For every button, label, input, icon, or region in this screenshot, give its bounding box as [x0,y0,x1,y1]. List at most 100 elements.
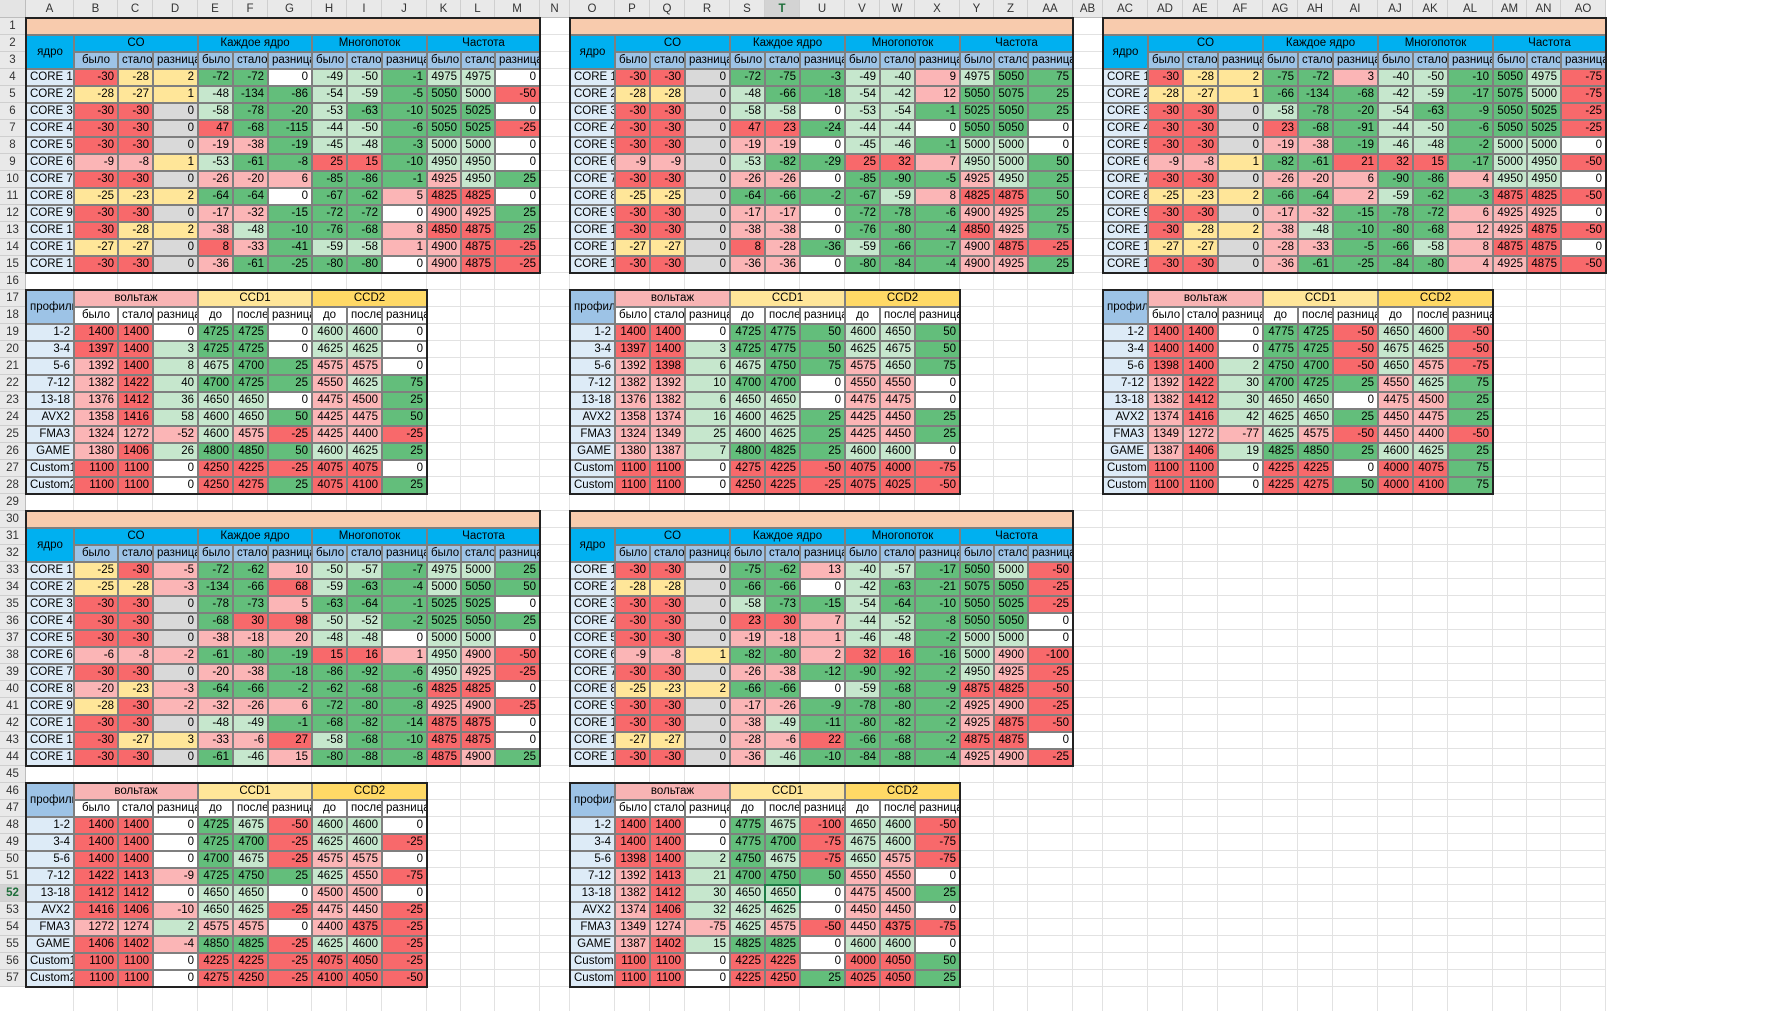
data-cell[interactable]: -25 [268,256,312,273]
subheader-became[interactable]: стало [765,52,800,69]
data-cell[interactable]: 5025 [461,596,495,613]
ccd1-header[interactable]: CCD1 [198,290,312,307]
data-cell[interactable]: -30 [1148,120,1183,137]
data-cell[interactable]: 0 [685,120,730,137]
row-header-35[interactable]: 35 [0,596,26,613]
row-header-43[interactable]: 43 [0,732,26,749]
data-cell[interactable]: 1397 [74,341,118,358]
data-cell[interactable]: 30 [1218,392,1263,409]
column-header-V[interactable]: V [845,0,880,18]
data-cell[interactable]: 25 [800,426,845,443]
data-cell[interactable]: 1387 [1148,443,1183,460]
data-cell[interactable]: 4225 [233,460,268,477]
data-cell[interactable]: 0 [1561,239,1606,256]
row-header-5[interactable]: 5 [0,86,26,103]
data-cell[interactable]: 0 [685,137,730,154]
row-header-1[interactable]: 1 [0,18,26,35]
data-cell[interactable]: -46 [1378,137,1413,154]
data-cell[interactable]: -30 [74,120,118,137]
data-cell[interactable]: 4575 [312,851,347,868]
data-cell[interactable]: 5025 [427,613,461,630]
row-header-9[interactable]: 9 [0,154,26,171]
data-cell[interactable]: 1400 [1183,341,1218,358]
data-cell[interactable]: 4000 [845,953,880,970]
data-cell[interactable]: -30 [74,171,118,188]
data-cell[interactable]: -25 [74,562,118,579]
data-cell[interactable]: 4625 [765,426,800,443]
subheader-became[interactable]: стало [347,545,382,562]
data-cell[interactable]: 4600 [347,936,382,953]
data-cell[interactable]: -19 [268,137,312,154]
row-header-6[interactable]: 6 [0,103,26,120]
data-cell[interactable]: 0 [915,375,960,392]
data-cell[interactable]: 5000 [461,630,495,647]
column-header-AD[interactable]: AD [1148,0,1183,18]
data-cell[interactable]: -30 [1148,69,1183,86]
data-cell[interactable]: 4625 [845,341,880,358]
data-cell[interactable]: 4625 [1413,375,1448,392]
core-label[interactable]: CORE 11 [1103,239,1148,256]
column-header-T[interactable]: T [765,0,800,18]
data-cell[interactable]: -72 [845,205,880,222]
subheader-became[interactable]: стало [765,545,800,562]
data-cell[interactable]: 4950 [427,647,461,664]
data-cell[interactable]: 3 [1333,69,1378,86]
data-cell[interactable]: -75 [1561,69,1606,86]
data-cell[interactable]: 4650 [880,324,915,341]
data-cell[interactable]: -72 [198,69,233,86]
data-cell[interactable]: -67 [312,188,347,205]
data-cell[interactable]: -58 [1263,103,1298,120]
data-cell[interactable]: 4700 [198,851,233,868]
column-header-F[interactable]: F [233,0,268,18]
subheader-after[interactable]: после [880,307,915,324]
data-cell[interactable]: -4 [915,749,960,766]
data-cell[interactable]: 5000 [960,137,994,154]
data-cell[interactable]: -30 [74,732,118,749]
data-cell[interactable]: 5000 [994,562,1028,579]
data-cell[interactable]: 1382 [615,375,650,392]
data-cell[interactable]: 1400 [118,358,153,375]
data-cell[interactable]: -24 [800,120,845,137]
data-cell[interactable]: -25 [382,426,427,443]
row-header-17[interactable]: 17 [0,290,26,307]
data-cell[interactable]: 8 [382,222,427,239]
profile-label[interactable]: GAME [570,936,615,953]
data-cell[interactable]: 0 [800,953,845,970]
data-cell[interactable]: -50 [1448,324,1493,341]
subheader-after[interactable]: после [347,800,382,817]
data-cell[interactable]: 4650 [765,885,800,902]
data-cell[interactable]: 15 [685,936,730,953]
data-cell[interactable]: -50 [1028,715,1073,732]
column-header-AJ[interactable]: AJ [1378,0,1413,18]
data-cell[interactable]: 4900 [960,239,994,256]
data-cell[interactable]: -5 [915,171,960,188]
data-cell[interactable]: -46 [765,749,800,766]
data-cell[interactable]: 4925 [1493,256,1527,273]
data-cell[interactable]: 1400 [74,817,118,834]
data-cell[interactable]: 4825 [427,188,461,205]
profile-label[interactable]: Custom2 [26,970,74,987]
data-cell[interactable]: 23 [1263,120,1298,137]
data-cell[interactable]: -9 [1448,103,1493,120]
data-cell[interactable]: 50 [382,409,427,426]
data-cell[interactable]: -59 [845,239,880,256]
data-cell[interactable]: 0 [495,69,540,86]
profile-label[interactable]: 3-4 [26,341,74,358]
data-cell[interactable]: -49 [765,715,800,732]
data-cell[interactable]: -50 [915,477,960,494]
data-cell[interactable]: -38 [730,715,765,732]
data-cell[interactable]: 4825 [461,188,495,205]
data-cell[interactable]: -30 [74,715,118,732]
data-cell[interactable]: -30 [615,256,650,273]
data-cell[interactable]: 4550 [845,868,880,885]
data-cell[interactable]: 1349 [615,919,650,936]
data-cell[interactable]: 50 [915,341,960,358]
data-cell[interactable]: -30 [1183,137,1218,154]
data-cell[interactable]: -85 [312,171,347,188]
data-cell[interactable]: 4725 [198,834,233,851]
data-cell[interactable]: -30 [1183,171,1218,188]
data-cell[interactable]: 4425 [312,426,347,443]
data-cell[interactable]: 4825 [1527,188,1561,205]
data-cell[interactable]: -84 [1378,256,1413,273]
data-cell[interactable]: -50 [1028,681,1073,698]
